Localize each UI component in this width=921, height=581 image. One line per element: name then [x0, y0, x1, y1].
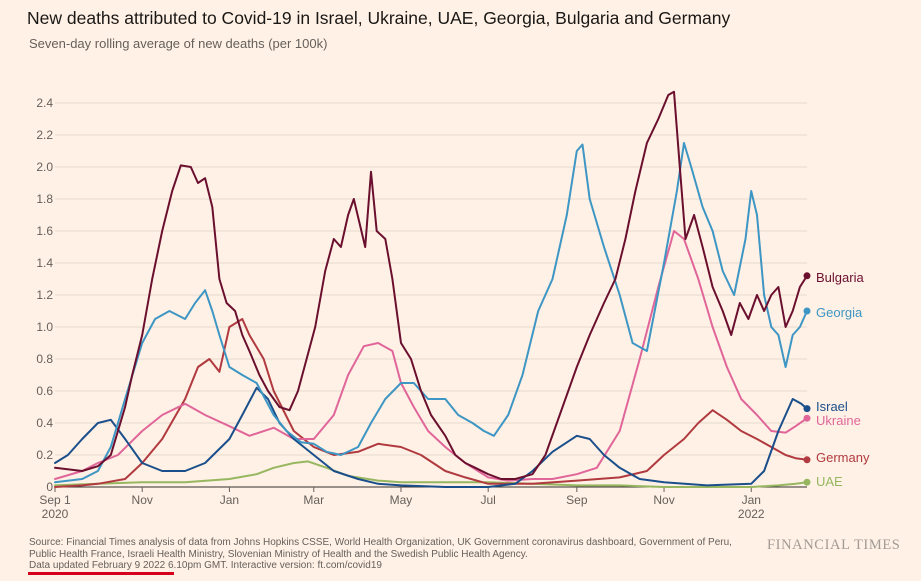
ft-logo: FINANCIAL TIMES: [767, 537, 901, 553]
x-tick-label: Nov: [653, 493, 674, 507]
y-tick-label: 0: [46, 480, 53, 494]
y-tick-label: 1.0: [36, 320, 53, 334]
x-tick-label: Jan: [220, 493, 239, 507]
chart-subtitle: Seven-day rolling average of new deaths …: [29, 36, 328, 51]
y-tick-label: 1.8: [36, 192, 53, 206]
end-marker-uae: [803, 478, 811, 486]
y-tick-label: 0.6: [36, 384, 53, 398]
x-tick-label: Jul: [481, 493, 496, 507]
end-marker-germany: [803, 456, 811, 464]
updated-underline: [28, 572, 174, 575]
x-tick-label: Mar: [303, 493, 324, 507]
y-axis: 0 0.2 0.4 0.6 0.8 1.0 1.2 1.4 1.6 1.8 2.0 2.2 2.4: [36, 96, 53, 494]
x-tick-sublabel: 2020: [42, 507, 69, 521]
x-tick-label: Nov: [132, 493, 153, 507]
source-note: Source: Financial Times analysis of data…: [29, 537, 732, 560]
series-line-ukraine: [54, 230, 808, 482]
chart-title: New deaths attributed to Covid-19 in Isr…: [27, 8, 731, 28]
series-line-germany: [54, 318, 808, 488]
end-marker-ukraine: [803, 414, 811, 422]
x-tick-label: May: [390, 493, 413, 507]
legend-label-germany: Germany: [816, 450, 870, 465]
y-tick-label: 0.8: [36, 352, 53, 366]
end-marker-bulgaria: [803, 272, 811, 280]
legend-label-bulgaria: Bulgaria: [816, 270, 864, 285]
series-lines: [54, 90, 808, 488]
x-tick-label: Sep 1: [39, 493, 71, 507]
legend-label-georgia: Georgia: [816, 305, 863, 320]
x-tick-label: Jan: [742, 493, 761, 507]
legend-label-ukraine: Ukraine: [816, 413, 861, 428]
legend-label-uae: UAE: [816, 474, 843, 489]
series-line-uae: [54, 460, 808, 488]
series-line-georgia: [54, 142, 808, 484]
end-marker-israel: [803, 405, 811, 413]
end-marker-georgia: [803, 307, 811, 315]
y-tick-label: 0.4: [36, 416, 53, 430]
series-line-bulgaria: [54, 90, 808, 480]
x-tick-sublabel: 2022: [738, 507, 765, 521]
y-tick-label: 2.4: [36, 96, 53, 110]
y-tick-label: 0.2: [36, 448, 53, 462]
y-tick-label: 2.2: [36, 128, 53, 142]
data-updated-note: Data updated February 9 2022 6.10pm GMT.…: [29, 560, 382, 571]
series-line-israel: [54, 386, 808, 488]
legend-label-israel: Israel: [816, 399, 848, 414]
y-tick-label: 1.4: [36, 256, 53, 270]
y-tick-label: 2.0: [36, 160, 53, 174]
y-tick-label: 1.2: [36, 288, 53, 302]
y-tick-label: 1.6: [36, 224, 53, 238]
x-tick-label: Sep: [566, 493, 588, 507]
line-chart: 0 0.2 0.4 0.6 0.8 1.0 1.2 1.4 1.6 1.8 2.0 2.2 2.4 Se…: [36, 90, 870, 521]
